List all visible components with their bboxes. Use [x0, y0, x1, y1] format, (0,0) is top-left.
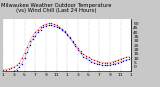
Text: Milwaukee Weather Outdoor Temperature (vs) Wind Chill (Last 24 Hours): Milwaukee Weather Outdoor Temperature (v… — [1, 3, 111, 13]
